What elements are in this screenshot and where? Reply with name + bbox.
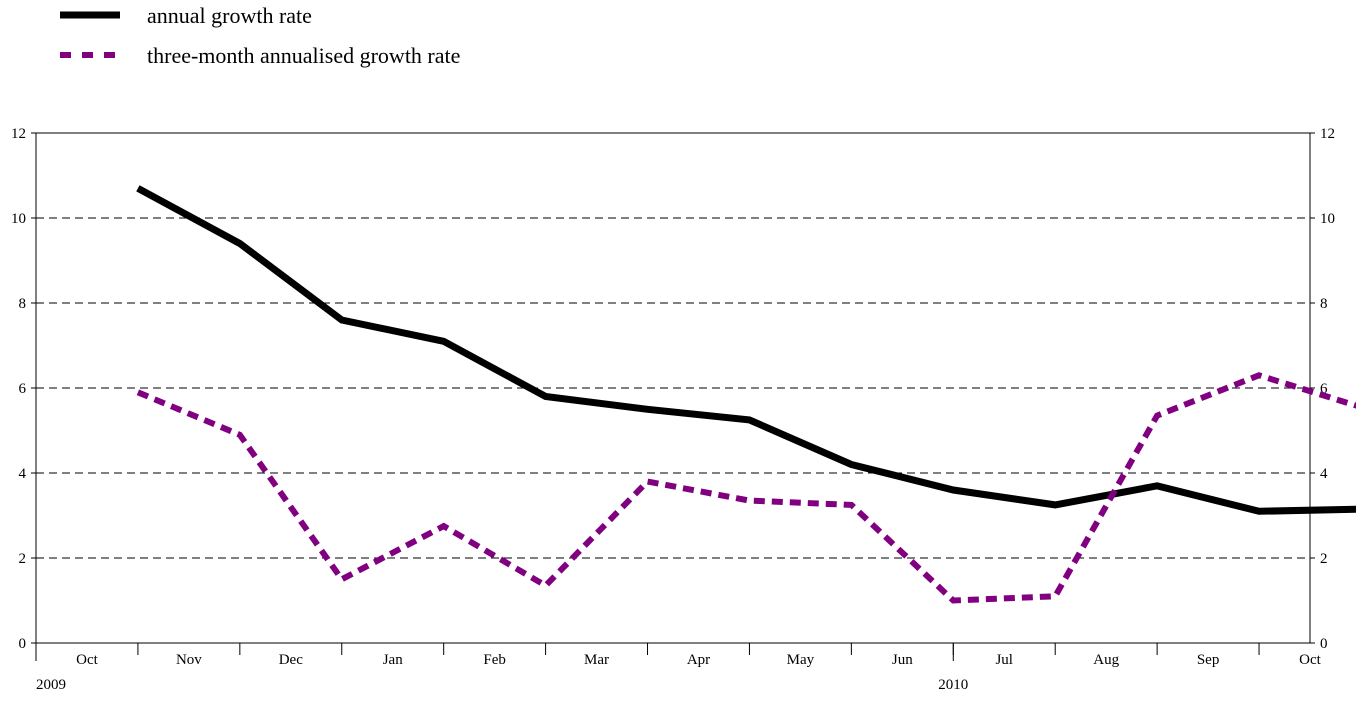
x-tick-label: Apr <box>687 652 710 668</box>
y-tick-label-right: 10 <box>1320 211 1335 227</box>
x-tick-label: Oct <box>76 652 98 668</box>
x-tick-label: Nov <box>176 652 202 668</box>
x-tick-label: Jan <box>383 652 403 668</box>
x-tick-label: Oct <box>1299 652 1321 668</box>
axes: 0 0 2 2 4 4 6 6 8 8 10 10 12 12 Oct Nov Dec Jan Feb Mar Apr M… <box>11 126 1335 693</box>
y-tick-label-left: 8 <box>19 296 27 312</box>
y-tick-label-right: 8 <box>1320 296 1328 312</box>
x-tick-label: Feb <box>483 652 506 668</box>
x-year-label: 2009 <box>36 677 66 693</box>
y-tick-label-right: 12 <box>1320 126 1335 142</box>
x-tick-label: Sep <box>1197 652 1220 668</box>
x-year-label: 2010 <box>938 677 968 693</box>
y-tick-label-right: 4 <box>1320 466 1328 482</box>
y-tick-label-right: 0 <box>1320 636 1328 652</box>
y-tick-label-left: 2 <box>19 551 27 567</box>
x-tick-label: May <box>787 652 815 668</box>
x-tick-label: Jul <box>995 652 1013 668</box>
y-tick-label-right: 6 <box>1320 381 1328 397</box>
gridlines <box>36 217 1310 559</box>
y-tick-label-left: 6 <box>19 381 27 397</box>
x-tick-label: Mar <box>584 652 609 668</box>
y-tick-label-left: 10 <box>11 211 26 227</box>
three-month-rate-line <box>136 372 1356 604</box>
series-lines <box>136 185 1356 604</box>
legend-label: three-month annualised growth rate <box>147 43 460 68</box>
y-tick-label-right: 2 <box>1320 551 1328 567</box>
x-tick-label: Dec <box>279 652 303 668</box>
x-tick-label: Jun <box>892 652 913 668</box>
legend: annual growth rate three-month annualised… <box>60 3 460 68</box>
y-tick-label-left: 4 <box>19 466 27 482</box>
annual-rate-line <box>136 185 1356 515</box>
legend-label: annual growth rate <box>147 3 312 28</box>
y-tick-label-left: 12 <box>11 126 26 142</box>
y-tick-label-left: 0 <box>19 636 27 652</box>
x-tick-label: Aug <box>1093 652 1119 668</box>
